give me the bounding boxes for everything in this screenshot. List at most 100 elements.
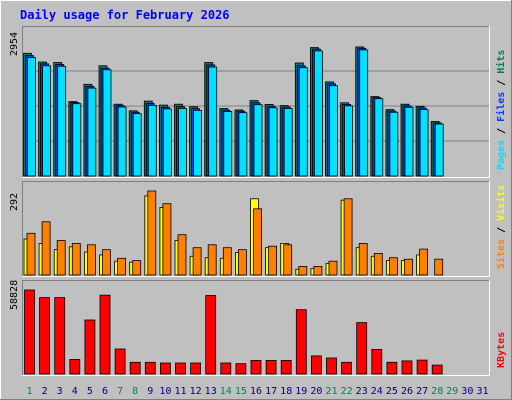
bar-kbytes-day-17	[265, 359, 277, 375]
legend-kbytes: KBytes	[496, 332, 507, 368]
panels-layer: 2954 Pages / Files / Hits 292 Sites / Visit…	[9, 26, 507, 376]
bar-sites-day-13	[207, 244, 217, 276]
x-tick-label-15: 15	[235, 386, 247, 397]
bar-pages-day-3	[57, 65, 67, 177]
bar-sites-day-15	[237, 249, 247, 276]
x-tick-label-27: 27	[416, 386, 428, 397]
bar-pages-day-16	[253, 104, 263, 177]
chart-title: Daily usage for February 2026	[20, 8, 230, 22]
x-axis-labels: 1 2 3 4 5 6 7 8 9 10 11 12 13 14 15 16 17 18 19 20 21 22 23 24 2…	[26, 386, 488, 397]
bar-kbytes-day-19	[295, 309, 307, 375]
bar-kbytes-day-2	[39, 297, 50, 375]
x-tick-label-1: 1	[26, 386, 32, 397]
x-tick-label-28: 28	[431, 386, 443, 397]
bar-sites-day-14	[222, 247, 232, 276]
bar-pages-day-8	[132, 113, 142, 177]
bar-pages-day-4	[72, 103, 82, 177]
bar-sites-day-23	[358, 242, 368, 276]
bar-kbytes-day-28	[431, 364, 443, 375]
bar-kbytes-day-9	[144, 361, 156, 375]
bar-kbytes-day-20	[310, 355, 322, 375]
bar-sites-day-11	[177, 234, 187, 276]
bar-sites-day-1	[26, 232, 36, 276]
bar-kbytes-day-22	[341, 361, 353, 375]
bar-pages-day-17	[268, 107, 278, 177]
x-tick-label-10: 10	[159, 386, 171, 397]
bar-pages-day-28	[434, 123, 444, 177]
bar-pages-day-12	[193, 110, 203, 177]
x-tick-label-19: 19	[295, 386, 307, 397]
bar-kbytes-day-7	[114, 348, 126, 375]
bar-sites-day-26	[404, 258, 413, 276]
bar-pages-day-22	[344, 105, 354, 177]
bar-pages-day-19	[298, 67, 308, 177]
legend-separator: /	[496, 221, 507, 239]
x-tick-label-17: 17	[265, 386, 277, 397]
x-tick-label-7: 7	[117, 386, 123, 397]
bar-sites-day-9	[147, 190, 157, 276]
bar-kbytes-day-1	[24, 289, 35, 375]
bar-kbytes-day-23	[356, 322, 368, 375]
x-tick-label-2: 2	[42, 386, 48, 397]
bar-sites-day-27	[419, 248, 429, 276]
bar-sites-day-18	[283, 244, 293, 276]
bar-pages-day-23	[359, 49, 369, 177]
panel-kbytes-legend: KBytes	[496, 332, 507, 368]
x-tick-label-8: 8	[132, 386, 138, 397]
bar-sites-day-17	[268, 245, 278, 276]
bar-kbytes-day-6	[99, 294, 111, 375]
bar-pages-day-7	[117, 106, 127, 177]
bar-sites-day-2	[41, 221, 51, 276]
legend-visits: Visits	[495, 185, 507, 221]
bar-kbytes-day-21	[326, 357, 337, 375]
bar-pages-day-13	[208, 66, 218, 177]
bar-kbytes-day-16	[250, 359, 262, 375]
bar-sites-day-5	[87, 244, 96, 276]
bar-kbytes-day-27	[416, 359, 428, 375]
x-tick-label-20: 20	[310, 386, 322, 397]
bar-sites-day-4	[71, 242, 81, 276]
bar-pages-day-26	[404, 106, 414, 177]
bar-sites-day-6	[102, 249, 111, 276]
bar-sites-day-25	[388, 257, 398, 276]
x-tick-label-4: 4	[72, 386, 78, 397]
bar-sites-day-22	[343, 198, 353, 276]
bar-sites-day-16	[253, 208, 262, 276]
panel-visits_sites-ymax-label: 292	[9, 193, 20, 211]
legend-hits: Hits	[495, 50, 507, 74]
bar-pages-day-5	[87, 87, 97, 177]
bar-sites-day-24	[373, 252, 383, 276]
bar-sites-day-7	[117, 257, 126, 276]
legend-sites: Sites	[495, 239, 507, 269]
x-tick-label-29: 29	[446, 386, 458, 397]
x-tick-label-18: 18	[280, 386, 292, 397]
bar-pages-day-9	[147, 105, 157, 177]
bar-pages-day-27	[419, 109, 429, 177]
bar-pages-day-18	[283, 108, 293, 177]
x-tick-label-9: 9	[147, 386, 153, 397]
bar-pages-day-6	[102, 69, 112, 177]
x-tick-label-22: 22	[341, 386, 353, 397]
bar-sites-day-12	[192, 247, 202, 276]
panel-hits_files_pages-legend: Pages / Files / Hits	[495, 50, 507, 170]
bar-kbytes-day-26	[401, 360, 413, 375]
bar-kbytes-day-4	[69, 358, 81, 375]
bar-kbytes-day-8	[129, 361, 141, 375]
bar-pages-day-10	[162, 108, 172, 177]
bar-pages-day-25	[389, 111, 399, 177]
bar-sites-day-21	[328, 260, 338, 276]
bar-kbytes-day-24	[371, 348, 383, 375]
bar-sites-day-10	[162, 203, 172, 276]
x-tick-label-16: 16	[250, 386, 262, 397]
bar-kbytes-day-11	[175, 362, 186, 375]
x-tick-label-5: 5	[87, 386, 93, 397]
bar-pages-day-20	[313, 50, 323, 177]
bar-kbytes-day-10	[159, 362, 171, 375]
panel-kbytes-ymax-label: 58828	[9, 280, 20, 310]
bar-sites-day-28	[434, 258, 444, 276]
bar-kbytes-day-5	[84, 319, 96, 375]
bar-sites-day-20	[313, 265, 323, 276]
bar-pages-day-11	[178, 108, 187, 177]
